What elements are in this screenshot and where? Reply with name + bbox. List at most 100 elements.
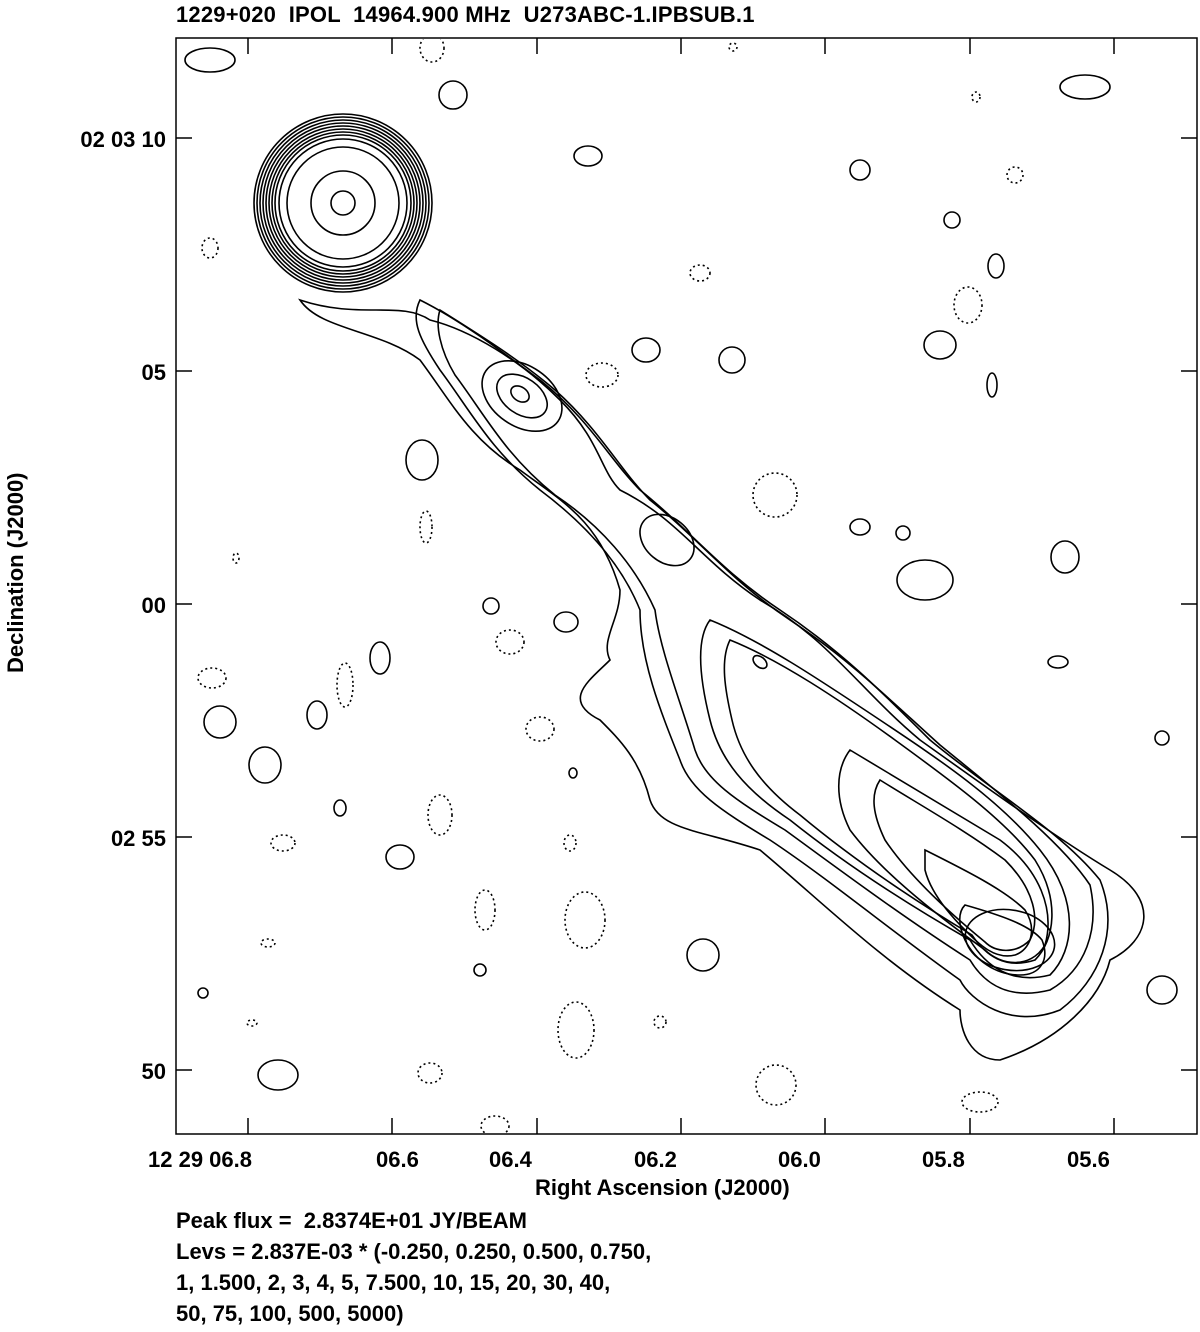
jet-contour — [924, 848, 1033, 957]
noise-contour — [203, 705, 237, 739]
noise-contour — [896, 559, 954, 601]
noise-contour — [184, 47, 236, 73]
tick-marks — [176, 38, 1197, 1134]
negative-contour — [953, 286, 983, 324]
core-contour — [265, 125, 421, 281]
negative-contour — [419, 510, 433, 544]
negative-contour — [557, 1001, 595, 1059]
negative-contour — [653, 1015, 667, 1029]
negative-contour — [270, 834, 296, 852]
noise-contour — [923, 330, 957, 360]
negative-contour — [961, 1091, 999, 1113]
negative-contour — [525, 716, 555, 742]
noise-contour — [943, 211, 961, 229]
noise-contour — [895, 525, 911, 541]
noise-contour — [553, 611, 579, 633]
negative-contour — [689, 264, 711, 282]
plot-frame — [175, 37, 1198, 1135]
chart-title: 1229+020 IPOL 14964.900 MHz U273ABC-1.IP… — [176, 2, 755, 27]
core-contour — [278, 138, 408, 268]
x-tick-label: 06.4 — [489, 1147, 532, 1172]
y-tick-label: 00 — [141, 593, 166, 618]
knot-contour — [481, 359, 563, 433]
negative-contour — [480, 1115, 510, 1133]
jet-contour — [873, 778, 1036, 952]
negative-contour — [752, 472, 798, 518]
negative-contour — [563, 834, 577, 852]
noise-contour — [1059, 74, 1111, 100]
noise-contour — [1146, 975, 1178, 1005]
noise-contour — [631, 337, 661, 363]
noise-contour — [568, 767, 578, 779]
core-contour — [274, 134, 412, 272]
core-contour — [271, 131, 415, 275]
noise-contour — [482, 597, 500, 615]
negative-contour — [197, 667, 227, 689]
negative-contour — [585, 362, 619, 388]
peak-flux-text: Peak flux = 2.8374E+01 JY/BEAM — [176, 1208, 527, 1233]
noise-contour — [333, 799, 347, 817]
x-tick-label: 06.2 — [634, 1147, 677, 1172]
y-tick-label: 50 — [141, 1059, 166, 1084]
core-contour — [262, 122, 424, 284]
levels-line-3: 50, 75, 100, 500, 5000) — [176, 1301, 404, 1326]
noise-contour — [385, 844, 415, 870]
noise-contour — [573, 145, 603, 167]
jet-contour — [958, 904, 1046, 976]
core-contour — [259, 119, 427, 287]
knot-contour — [639, 513, 695, 567]
x-tick-label: 06.0 — [778, 1147, 821, 1172]
negative-contour — [1006, 166, 1024, 184]
noise-contour — [1047, 655, 1069, 669]
noise-contour — [849, 159, 871, 181]
noise-contour — [405, 439, 439, 481]
jet-contour — [699, 619, 1071, 979]
negative-contour — [260, 938, 276, 948]
knot-contour — [510, 385, 530, 403]
noise-contour — [686, 938, 720, 972]
hotspot-contour — [964, 908, 1056, 972]
core-contour — [286, 146, 400, 260]
negative-contour — [495, 629, 525, 655]
noise-contour — [473, 963, 487, 977]
core-contour — [253, 113, 433, 293]
core-contour — [268, 128, 418, 278]
jet-contour — [437, 308, 1094, 994]
core-contour — [310, 170, 376, 236]
x-axis-label: Right Ascension (J2000) — [535, 1175, 790, 1200]
noise-contour — [197, 987, 209, 999]
jet-contour — [298, 298, 1145, 1061]
y-tick-label: 02 03 10 — [80, 127, 166, 152]
negative-contour — [474, 889, 496, 931]
negative-contour — [419, 39, 445, 63]
noise-contour — [248, 746, 282, 784]
levels-line-2: 1, 1.500, 2, 3, 4, 5, 7.500, 10, 15, 20,… — [176, 1270, 611, 1295]
x-tick-label: 05.8 — [922, 1147, 965, 1172]
negative-contour — [427, 794, 453, 836]
knot-contour — [496, 373, 548, 419]
jet-contour — [723, 638, 1053, 964]
x-tick-label: 12 29 06.8 — [148, 1147, 252, 1172]
x-tick-label: 05.6 — [1067, 1147, 1110, 1172]
y-tick-label: 02 55 — [110, 826, 166, 851]
noise-contour — [1154, 730, 1170, 746]
noise-contour — [987, 253, 1005, 279]
jet-contour — [415, 298, 1109, 1018]
negative-contour — [246, 1019, 258, 1027]
negative-contour — [971, 91, 981, 103]
noise-contour — [718, 346, 746, 374]
noise-contour — [438, 80, 468, 110]
levels-footer: Peak flux = 2.8374E+01 JY/BEAM Levs = 2.… — [176, 1205, 651, 1329]
negative-contour — [336, 662, 354, 708]
noise-contour — [306, 700, 328, 730]
levels-line-1: Levs = 2.837E-03 * (-0.250, 0.250, 0.500… — [176, 1239, 652, 1264]
noise-contour — [986, 372, 998, 398]
core-contour — [330, 190, 356, 216]
negative-contour — [755, 1064, 797, 1106]
jet-contour — [837, 748, 1049, 964]
y-tick-label: 05 — [141, 360, 166, 385]
negative-contour — [417, 1062, 443, 1084]
negative-contour — [728, 42, 738, 52]
noise-contour — [369, 641, 391, 675]
